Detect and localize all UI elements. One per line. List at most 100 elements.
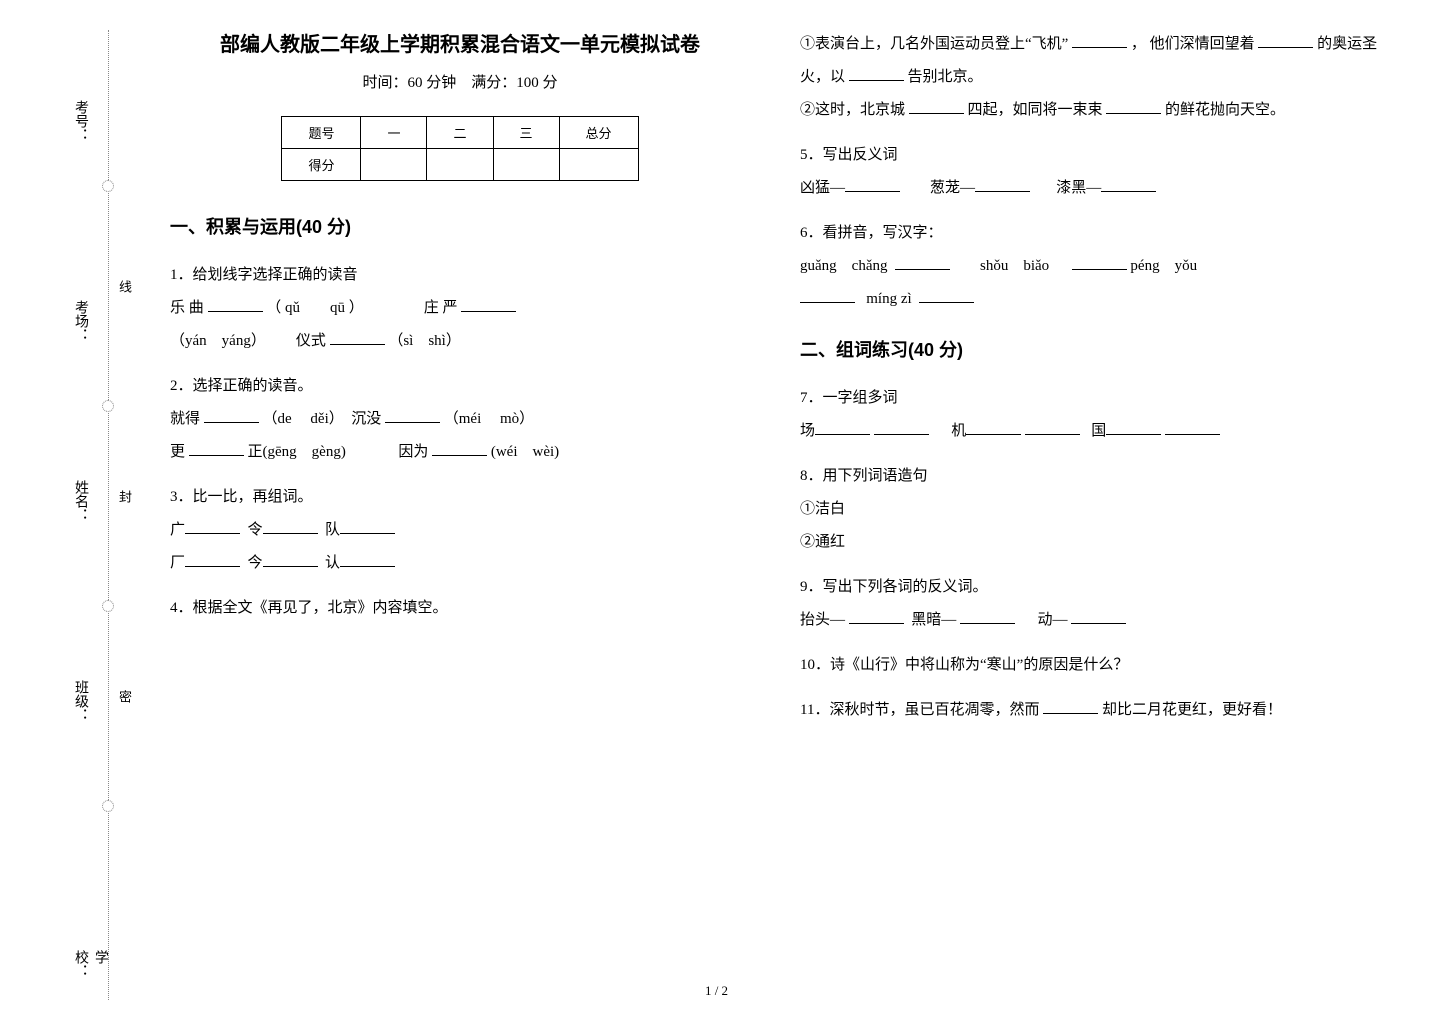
sidebar-label-xuexiao: 学校： bbox=[70, 950, 110, 990]
q5-text: 漆黑— bbox=[1056, 180, 1101, 196]
punch-circle bbox=[102, 800, 114, 812]
question-8: 8．用下列词语造句 ①洁白 ②通红 bbox=[800, 460, 1380, 559]
binding-sidebar: 考号： 考场： 姓名： 班级： 学校： 线 封 密 bbox=[40, 20, 130, 990]
q3-text: 令 bbox=[248, 522, 263, 538]
question-6: 6．看拼音，写汉字： guǎng chǎng shǒu biǎo péng yǒ… bbox=[800, 217, 1380, 316]
blank bbox=[800, 288, 855, 303]
score-cell bbox=[493, 149, 559, 181]
score-header: 三 bbox=[493, 117, 559, 149]
q3-text: 今 bbox=[248, 555, 263, 571]
q6-text: guǎng chǎng bbox=[800, 258, 887, 274]
q3-text: 认 bbox=[325, 555, 340, 571]
score-row-label: 得分 bbox=[282, 149, 361, 181]
punch-circle bbox=[102, 600, 114, 612]
score-header: 总分 bbox=[559, 117, 638, 149]
blank bbox=[185, 519, 240, 534]
q1-text: （ qǔ qū ） bbox=[266, 300, 364, 316]
q3-text: 厂 bbox=[170, 555, 185, 571]
question-4-body: ①表演台上，几名外国运动员登上“飞机” ， 他们深情回望着 的奥运圣火，以 告别… bbox=[800, 28, 1380, 127]
blank bbox=[975, 177, 1030, 192]
score-header: 一 bbox=[361, 117, 427, 149]
blank bbox=[340, 552, 395, 567]
q2-text: 因为 bbox=[398, 444, 428, 460]
score-header: 题号 bbox=[282, 117, 361, 149]
q3-stem: 3．比一比，再组词。 bbox=[170, 481, 750, 514]
q4-text: ①表演台上，几名外国运动员登上“飞机” bbox=[800, 36, 1068, 52]
sidebar-label-xingming: 姓名： bbox=[70, 480, 90, 522]
q4-text: 的鲜花抛向天空。 bbox=[1165, 102, 1285, 118]
question-9: 9．写出下列各词的反义词。 抬头— 黑暗— 动— bbox=[800, 571, 1380, 637]
cutting-line bbox=[108, 30, 109, 1000]
q1-text: 庄 严 bbox=[424, 300, 458, 316]
blank bbox=[185, 552, 240, 567]
score-cell bbox=[559, 149, 638, 181]
q8-text: ①洁白 bbox=[800, 493, 1380, 526]
q3-text: 队 bbox=[325, 522, 340, 538]
blank bbox=[340, 519, 395, 534]
blank bbox=[385, 408, 440, 423]
sidebar-label-kaohao: 考号： bbox=[70, 100, 90, 142]
q8-text: ②通红 bbox=[800, 526, 1380, 559]
seal-char-xian: 线 bbox=[115, 280, 134, 293]
blank bbox=[815, 420, 870, 435]
blank bbox=[1165, 420, 1220, 435]
blank bbox=[189, 441, 244, 456]
question-2: 2．选择正确的读音。 就得 （de děi） 沉没 （méi mò） 更 正(g… bbox=[170, 370, 750, 469]
score-cell bbox=[361, 149, 427, 181]
q2-text: 就得 bbox=[170, 411, 200, 427]
q1-text: （sì shì） bbox=[388, 333, 461, 349]
q11-text: 却比二月花更红，更好看！ bbox=[1102, 702, 1282, 718]
q1-stem: 1．给划线字选择正确的读音 bbox=[170, 259, 750, 292]
q9-stem: 9．写出下列各词的反义词。 bbox=[800, 571, 1380, 604]
page-title: 部编人教版二年级上学期积累混合语文一单元模拟试卷 bbox=[170, 28, 750, 57]
page-number: 1 / 2 bbox=[705, 983, 728, 999]
blank bbox=[919, 288, 974, 303]
q9-text: 动— bbox=[1038, 612, 1068, 628]
score-table: 题号 一 二 三 总分 得分 bbox=[281, 116, 638, 181]
blank bbox=[1072, 33, 1127, 48]
blank bbox=[845, 177, 900, 192]
q6-text: míng zì bbox=[866, 291, 911, 307]
blank bbox=[1106, 99, 1161, 114]
blank bbox=[909, 99, 964, 114]
blank bbox=[1025, 420, 1080, 435]
blank bbox=[461, 297, 516, 312]
q1-text: 乐 曲 bbox=[170, 300, 204, 316]
question-7: 7．一字组多词 场 机 国 bbox=[800, 382, 1380, 448]
exam-time: 时间：60 分钟 bbox=[362, 75, 456, 91]
blank bbox=[1072, 255, 1127, 270]
q2-text: 更 bbox=[170, 444, 185, 460]
q7-text: 机 bbox=[951, 423, 966, 439]
blank bbox=[849, 66, 904, 81]
section-2-heading: 二、组词练习(40 分) bbox=[800, 336, 1380, 362]
seal-char-mi: 密 bbox=[115, 690, 134, 703]
blank bbox=[330, 330, 385, 345]
blank bbox=[263, 552, 318, 567]
q7-stem: 7．一字组多词 bbox=[800, 382, 1380, 415]
blank bbox=[849, 609, 904, 624]
q9-text: 黑暗— bbox=[911, 612, 956, 628]
exam-meta: 时间：60 分钟 满分：100 分 bbox=[170, 71, 750, 92]
q1-text: 仪式 bbox=[296, 333, 326, 349]
q2-text: 沉没 bbox=[351, 411, 381, 427]
blank bbox=[1258, 33, 1313, 48]
score-header: 二 bbox=[427, 117, 493, 149]
blank bbox=[1043, 699, 1098, 714]
blank bbox=[1106, 420, 1161, 435]
q6-stem: 6．看拼音，写汉字： bbox=[800, 217, 1380, 250]
q1-text: （yán yáng） bbox=[170, 333, 266, 349]
punch-circle bbox=[102, 400, 114, 412]
q5-stem: 5．写出反义词 bbox=[800, 139, 1380, 172]
blank bbox=[263, 519, 318, 534]
section-1-heading: 一、积累与运用(40 分) bbox=[170, 213, 750, 239]
q3-text: 广 bbox=[170, 522, 185, 538]
question-1: 1．给划线字选择正确的读音 乐 曲 （ qǔ qū ） 庄 严 （yán yán… bbox=[170, 259, 750, 358]
q5-text: 葱茏— bbox=[930, 180, 975, 196]
punch-circle bbox=[102, 180, 114, 192]
left-column: 部编人教版二年级上学期积累混合语文一单元模拟试卷 时间：60 分钟 满分：100… bbox=[170, 28, 750, 739]
blank bbox=[960, 609, 1015, 624]
sidebar-label-banji: 班级： bbox=[70, 680, 90, 722]
blank bbox=[208, 297, 263, 312]
q2-text: （méi mò） bbox=[444, 411, 534, 427]
score-cell bbox=[427, 149, 493, 181]
